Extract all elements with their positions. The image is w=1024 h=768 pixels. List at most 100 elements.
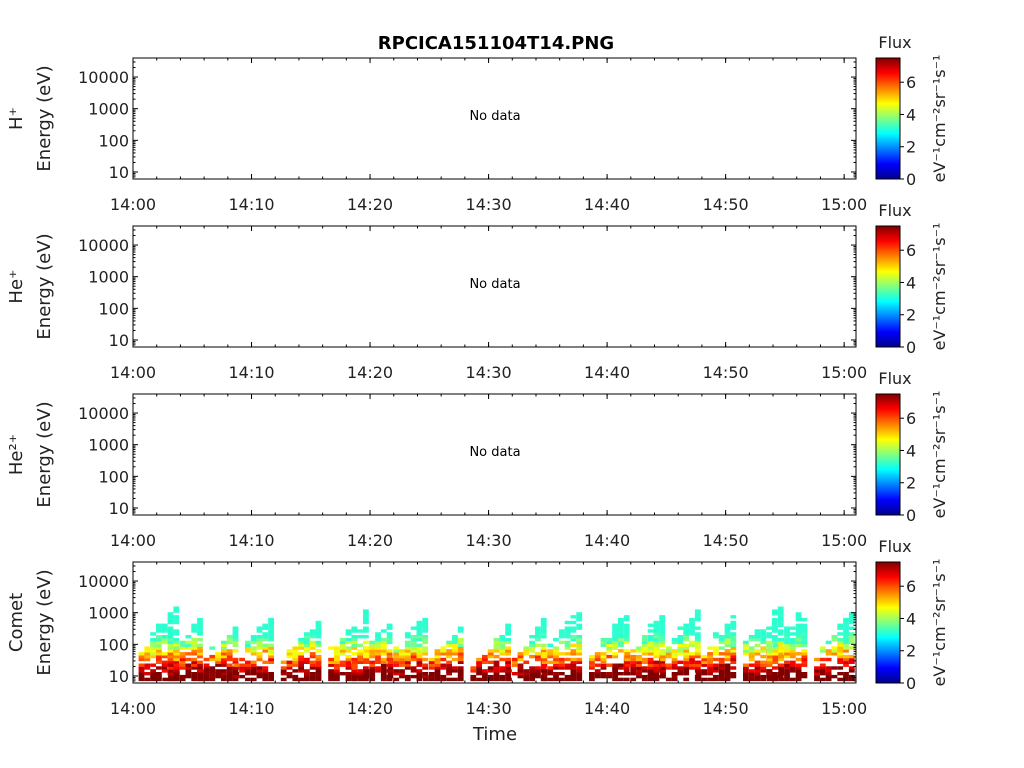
y-axis-unit-label: Energy (eV) bbox=[34, 569, 55, 675]
heatmap-cell bbox=[156, 635, 162, 639]
heatmap-cell bbox=[434, 649, 441, 653]
heatmap-cell bbox=[558, 635, 565, 639]
heatmap-cell bbox=[766, 632, 772, 636]
heatmap-cell bbox=[499, 677, 506, 682]
heatmap-cell bbox=[304, 649, 310, 653]
heatmap-cell bbox=[482, 672, 488, 676]
heatmap-cell bbox=[754, 635, 761, 639]
heatmap-cell bbox=[754, 677, 761, 682]
heatmap-cell bbox=[624, 657, 631, 662]
heatmap-cell bbox=[351, 652, 358, 656]
heatmap-cell bbox=[232, 629, 239, 633]
heatmap-cell bbox=[268, 654, 274, 659]
heatmap-cell bbox=[689, 640, 695, 645]
heatmap-cell bbox=[292, 649, 299, 653]
heatmap-cell bbox=[618, 663, 624, 667]
heatmap-cell bbox=[173, 609, 180, 613]
heatmap-cell bbox=[191, 677, 198, 682]
no-data-text: No data bbox=[469, 277, 520, 292]
heatmap-cell bbox=[493, 674, 500, 679]
heatmap-cell bbox=[801, 623, 808, 627]
heatmap-cell bbox=[778, 640, 785, 645]
heatmap-cell bbox=[553, 649, 559, 653]
heatmap-cell bbox=[422, 666, 429, 670]
colorbar-tick-label: 4 bbox=[906, 105, 916, 124]
heatmap-cell bbox=[564, 657, 571, 662]
heatmap-cell bbox=[517, 657, 524, 662]
heatmap-cell bbox=[191, 623, 198, 627]
heatmap-cell bbox=[789, 660, 796, 664]
heatmap-cell bbox=[641, 643, 648, 647]
heatmap-cell bbox=[659, 629, 666, 633]
heatmap-cell bbox=[772, 666, 778, 670]
heatmap-cell bbox=[315, 623, 322, 627]
burst-15 bbox=[660, 609, 701, 682]
heatmap-cell bbox=[843, 617, 849, 622]
heatmap-cell bbox=[754, 663, 761, 667]
heatmap-cell bbox=[416, 669, 423, 673]
heatmap-cell bbox=[754, 674, 761, 679]
heatmap-cell bbox=[221, 654, 227, 659]
heatmap-cell bbox=[831, 646, 838, 650]
heatmap-cells bbox=[138, 606, 855, 682]
heatmap-cell bbox=[422, 672, 429, 676]
heatmap-cell bbox=[191, 657, 198, 662]
heatmap-cell bbox=[600, 666, 607, 670]
heatmap-cell bbox=[457, 646, 464, 650]
heatmap-cell bbox=[452, 643, 458, 647]
heatmap-cell bbox=[843, 654, 849, 659]
heatmap-cell bbox=[724, 626, 731, 630]
heatmap-cell bbox=[215, 672, 221, 676]
heatmap-cell bbox=[440, 657, 447, 662]
heatmap-cell bbox=[677, 669, 684, 673]
heatmap-cell bbox=[523, 649, 530, 653]
heatmap-cell bbox=[162, 677, 169, 682]
heatmap-cell bbox=[422, 663, 429, 667]
heatmap-cell bbox=[150, 654, 156, 659]
heatmap-cell bbox=[535, 626, 541, 630]
heatmap-cell bbox=[730, 637, 737, 642]
heatmap-cell bbox=[641, 637, 648, 642]
heatmap-cell bbox=[173, 629, 180, 633]
heatmap-cell bbox=[564, 629, 571, 633]
heatmap-cell bbox=[339, 649, 346, 653]
heatmap-cell bbox=[801, 626, 808, 630]
heatmap-cell bbox=[641, 660, 648, 664]
heatmap-cell bbox=[505, 623, 511, 627]
heatmap-cell bbox=[766, 657, 773, 662]
heatmap-cell bbox=[547, 672, 554, 676]
heatmap-cell bbox=[660, 672, 666, 676]
heatmap-cell bbox=[256, 674, 263, 679]
heatmap-cell bbox=[789, 669, 796, 673]
heatmap-cell bbox=[446, 669, 452, 673]
heatmap-cell bbox=[689, 643, 695, 647]
heatmap-cell bbox=[570, 666, 577, 670]
heatmap-cell bbox=[173, 663, 180, 667]
heatmap-cell bbox=[470, 666, 477, 670]
heatmap-cell bbox=[612, 623, 618, 627]
heatmap-cell bbox=[262, 635, 269, 639]
heatmap-cell bbox=[665, 654, 672, 659]
heatmap-cell bbox=[784, 649, 790, 653]
heatmap-cell bbox=[819, 657, 826, 662]
heatmap-cell bbox=[718, 637, 725, 642]
heatmap-cell bbox=[245, 646, 251, 650]
heatmap-cell bbox=[363, 677, 369, 682]
heatmap-cell bbox=[209, 674, 216, 679]
heatmap-cell bbox=[286, 674, 293, 679]
heatmap-cell bbox=[404, 646, 411, 650]
heatmap-cell bbox=[772, 609, 778, 613]
heatmap-cell bbox=[156, 654, 162, 659]
heatmap-cell bbox=[232, 643, 239, 647]
heatmap-cell bbox=[393, 657, 400, 662]
heatmap-cell bbox=[701, 660, 708, 664]
heatmap-cell bbox=[665, 663, 672, 667]
no-data-text: No data bbox=[469, 445, 520, 460]
heatmap-cell bbox=[694, 666, 701, 670]
heatmap-cell bbox=[789, 626, 796, 630]
x-tick-label: 14:40 bbox=[584, 699, 630, 718]
y-axis-unit-label: Energy (eV) bbox=[34, 233, 55, 339]
heatmap-cell bbox=[529, 649, 535, 653]
heatmap-cell bbox=[351, 635, 358, 639]
heatmap-cell bbox=[671, 657, 678, 662]
